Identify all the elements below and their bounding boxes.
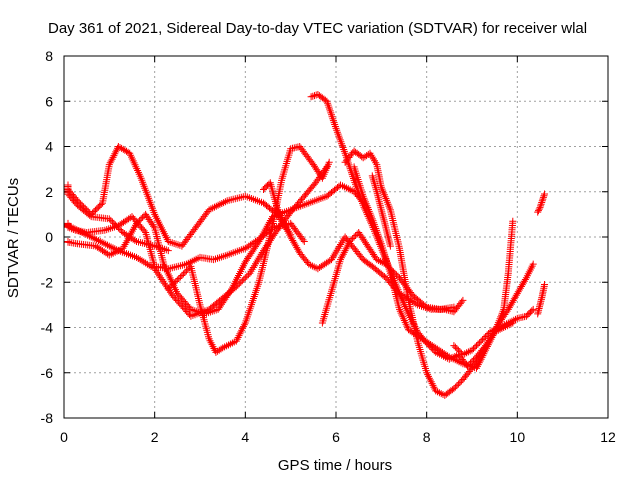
- y-tick-label: 6: [45, 93, 53, 109]
- x-tick-label: 12: [600, 429, 616, 445]
- series-markers: [350, 163, 517, 372]
- y-tick-label: 4: [45, 139, 53, 155]
- series-track-5: [64, 181, 372, 318]
- y-tick-label: -4: [41, 320, 54, 336]
- series-track-6: [164, 143, 333, 356]
- series-track-10: [341, 147, 537, 399]
- y-tick-label: 2: [45, 184, 53, 200]
- series-markers: [341, 147, 537, 399]
- x-tick-label: 6: [332, 429, 340, 445]
- y-tick-label: -6: [41, 365, 54, 381]
- series-markers: [64, 181, 372, 318]
- x-axis-label: GPS time / hours: [278, 457, 392, 474]
- series-markers: [534, 190, 548, 216]
- series-markers: [64, 143, 295, 250]
- y-tick-labels: -8 -6 -4 -2 0 2 4 6 8: [41, 48, 54, 426]
- x-tick-label: 2: [151, 429, 159, 445]
- y-tick-label: 0: [45, 229, 53, 245]
- x-tick-label: 10: [510, 429, 526, 445]
- series-markers: [368, 172, 394, 250]
- grid: [64, 56, 608, 418]
- series-track-14: [534, 281, 548, 318]
- y-axis-label: SDTVAR / TECUs: [5, 178, 22, 298]
- series-markers: [318, 229, 458, 327]
- series-track-1: [64, 143, 295, 250]
- series-track-9: [318, 229, 458, 327]
- series-markers: [534, 281, 548, 318]
- y-tick-label: -8: [41, 410, 54, 426]
- chart-title: Day 361 of 2021, Sidereal Day-to-day VTE…: [48, 20, 587, 37]
- series-track-15: [534, 190, 548, 216]
- data-series: [64, 91, 548, 399]
- series-markers: [450, 305, 537, 359]
- x-tick-labels: 0 2 4 6 8 10 12: [60, 429, 616, 445]
- y-tick-label: 8: [45, 48, 53, 64]
- x-tick-label: 8: [423, 429, 431, 445]
- x-tick-label: 0: [60, 429, 68, 445]
- axis-ticks: [63, 55, 609, 419]
- series-track-11: [350, 163, 517, 372]
- x-tick-label: 4: [241, 429, 249, 445]
- y-tick-label: -2: [41, 274, 54, 290]
- series-markers: [164, 143, 333, 356]
- series-track-12: [368, 172, 394, 250]
- series-track-13: [450, 305, 537, 359]
